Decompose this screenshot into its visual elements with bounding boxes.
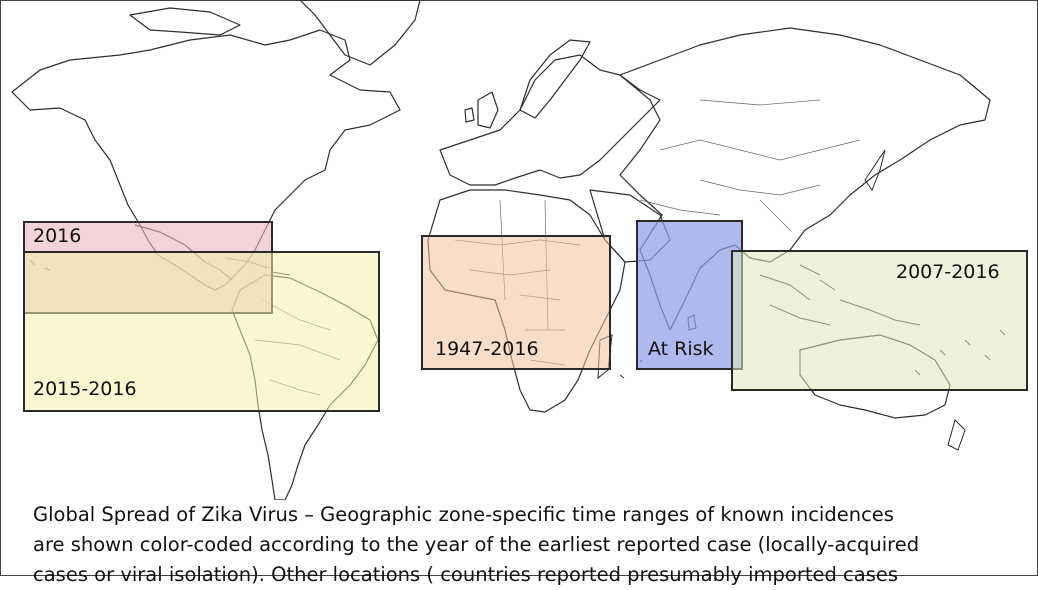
zone-label-at-risk: At Risk bbox=[648, 338, 714, 360]
zone-label-2015-2016: 2015-2016 bbox=[33, 378, 137, 400]
figure-caption: Global Spread of Zika Virus – Geographic… bbox=[33, 500, 1033, 590]
zone-label-2007-2016: 2007-2016 bbox=[896, 261, 1000, 283]
zone-label-2016: 2016 bbox=[33, 225, 82, 247]
north-america-outline bbox=[11, 29, 401, 291]
zone-americas-2015-2016 bbox=[23, 251, 380, 412]
zone-africa-1947-2016 bbox=[421, 235, 611, 370]
asia-outline bbox=[619, 27, 991, 331]
japan-outline bbox=[864, 149, 886, 192]
zone-label-1947-2016: 1947-2016 bbox=[435, 338, 539, 360]
zone-south-asia-at-risk bbox=[636, 220, 743, 370]
caption-line-3: cases or viral isolation). Other locatio… bbox=[33, 563, 899, 586]
british-isles-outline bbox=[464, 91, 499, 129]
zone-pacific-2007-2016 bbox=[731, 250, 1028, 391]
new-zealand-outline bbox=[947, 419, 966, 451]
caption-line-1: Global Spread of Zika Virus – Geographic… bbox=[33, 503, 894, 526]
arctic-islands-outline bbox=[129, 7, 241, 36]
europe-outline bbox=[439, 54, 661, 186]
caption-line-2: are shown color-coded according to the y… bbox=[33, 533, 920, 556]
scandinavia-outline bbox=[519, 39, 591, 119]
asia-borders bbox=[639, 99, 861, 231]
greenland-outline bbox=[299, 0, 421, 66]
